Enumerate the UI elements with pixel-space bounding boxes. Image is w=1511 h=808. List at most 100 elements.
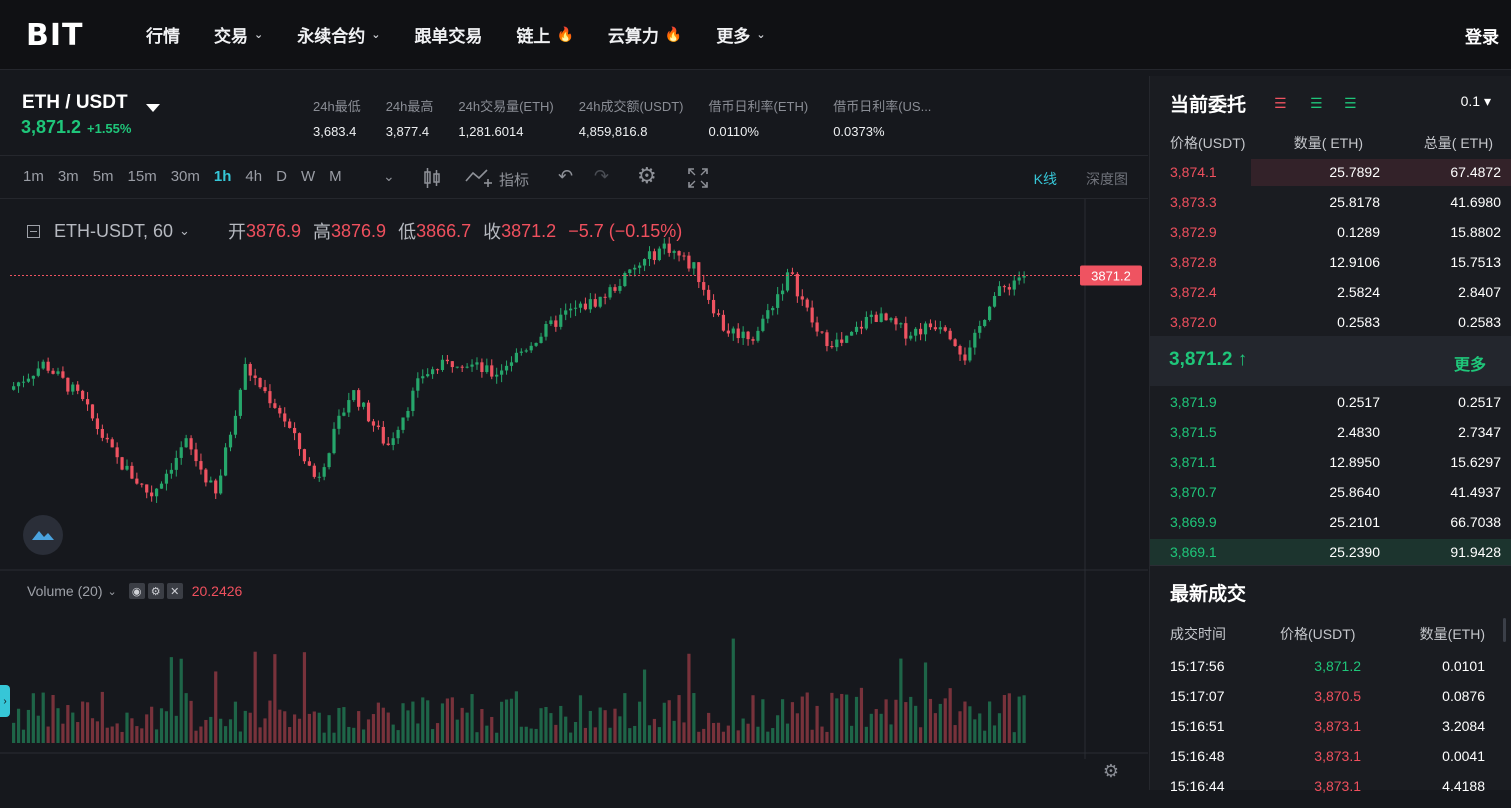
precision-select[interactable]: 0.1 ▾ bbox=[1461, 93, 1491, 110]
depth-view-tab[interactable]: 深度图 bbox=[1086, 171, 1128, 187]
nav-item[interactable]: 链上 🔥 bbox=[516, 22, 573, 47]
candle-body bbox=[248, 364, 252, 376]
bids-only-icon[interactable]: ☰ bbox=[1310, 95, 1323, 111]
order-total: 41.6980 bbox=[1450, 194, 1501, 210]
eye-icon[interactable]: ◉ bbox=[128, 583, 145, 599]
interval-5m[interactable]: 5m bbox=[92, 168, 114, 185]
candle-body bbox=[130, 465, 134, 479]
candle-body bbox=[179, 447, 183, 458]
volume-bar bbox=[864, 726, 868, 743]
interval-1h[interactable]: 1h bbox=[213, 168, 232, 185]
order-total: 0.2517 bbox=[1458, 394, 1501, 410]
asks-only-icon[interactable]: ☰ bbox=[1274, 95, 1287, 111]
collapse-legend-icon[interactable] bbox=[27, 224, 40, 238]
volume-bar bbox=[529, 728, 533, 743]
axis-settings-icon[interactable]: ⚙ bbox=[1103, 761, 1119, 781]
nav-item[interactable]: 云算力 🔥 bbox=[608, 22, 682, 47]
volume-bar bbox=[692, 693, 696, 743]
interval-15m[interactable]: 15m bbox=[127, 168, 157, 185]
settings-icon[interactable]: ⚙ bbox=[637, 163, 657, 188]
candle-body bbox=[578, 303, 583, 308]
brand-logo[interactable]: BIT bbox=[26, 18, 84, 53]
interval-30m[interactable]: 30m bbox=[170, 168, 200, 185]
volume-bar bbox=[711, 722, 716, 743]
settings-icon[interactable]: ⚙ bbox=[147, 583, 164, 599]
expand-sidebar-tab[interactable]: › bbox=[0, 685, 10, 717]
volume-bar bbox=[771, 728, 775, 743]
volume-bar bbox=[100, 691, 104, 743]
nav-item[interactable]: 行情 bbox=[146, 22, 180, 47]
undo-icon[interactable]: ↶ bbox=[558, 166, 574, 186]
bid-row[interactable]: 3,871.1 12.8950 15.6297 bbox=[1150, 447, 1511, 477]
volume-bar bbox=[638, 701, 642, 743]
more-button[interactable]: 更多 bbox=[1453, 357, 1486, 374]
volume-bar bbox=[140, 728, 144, 743]
order-total: 91.9428 bbox=[1450, 544, 1501, 560]
close-icon[interactable]: ✕ bbox=[166, 583, 183, 599]
interval-W[interactable]: W bbox=[300, 168, 316, 185]
chevron-down-icon[interactable]: ⌄ bbox=[383, 168, 395, 184]
pair-name[interactable]: ETH / USDT bbox=[22, 92, 128, 113]
nav-item[interactable]: 跟单交易 bbox=[414, 22, 482, 47]
nav-item[interactable]: 永续合约 ⌄ bbox=[297, 22, 380, 47]
nav-item[interactable]: 更多 ⌄ bbox=[716, 22, 765, 47]
indicators-label[interactable]: 指标 bbox=[499, 172, 530, 189]
nav-item-label: 云算力 bbox=[607, 27, 659, 46]
order-qty: 25.2390 bbox=[1329, 544, 1380, 560]
nav-item-label: 跟单交易 bbox=[414, 27, 483, 46]
interval-4h[interactable]: 4h bbox=[245, 168, 263, 185]
volume-bar bbox=[785, 723, 790, 743]
stat-label: 24h最高 bbox=[385, 99, 434, 114]
both-sides-icon[interactable]: ☰ bbox=[1344, 95, 1357, 111]
volume-chevron-icon[interactable]: ⌄ bbox=[107, 585, 117, 598]
candle-body bbox=[307, 461, 311, 466]
nav-item[interactable]: 交易 ⌄ bbox=[214, 22, 263, 47]
bid-row[interactable]: 3,871.9 0.2517 0.2517 bbox=[1150, 387, 1511, 417]
indicators-icon[interactable] bbox=[464, 167, 494, 189]
legend-chevron-icon[interactable]: ⌄ bbox=[179, 223, 190, 238]
interval-D[interactable]: D bbox=[276, 168, 287, 185]
volume-bar bbox=[61, 723, 65, 743]
price-chart[interactable]: ⚙ 3871.2 ETH-USDT, 60 ⌄ 开 3876.9 高 3876.9 低… bbox=[0, 199, 1148, 790]
bid-row[interactable]: 3,871.5 2.4830 2.7347 bbox=[1150, 417, 1511, 447]
fullscreen-icon[interactable] bbox=[687, 167, 709, 189]
bid-row[interactable]: 3,869.1 25.2390 91.9428 bbox=[1150, 537, 1511, 567]
ask-row[interactable]: 3,872.0 0.2583 0.2583 bbox=[1150, 307, 1511, 337]
order-price: 3,872.4 bbox=[1170, 284, 1217, 300]
volume-bar bbox=[223, 726, 228, 743]
volume-bar bbox=[406, 710, 410, 743]
candle-body bbox=[406, 410, 410, 418]
volume-bar bbox=[795, 713, 799, 743]
candle-body bbox=[297, 433, 302, 450]
interval-3m[interactable]: 3m bbox=[57, 168, 79, 185]
candle-body bbox=[396, 429, 400, 439]
order-total: 15.8802 bbox=[1450, 224, 1501, 240]
candle-body bbox=[918, 328, 923, 335]
volume-bar bbox=[204, 719, 208, 743]
candle-body bbox=[273, 403, 277, 408]
candle-body bbox=[859, 326, 864, 329]
ask-row[interactable]: 3,872.4 2.5824 2.8407 bbox=[1150, 277, 1511, 307]
bid-row[interactable]: 3,869.9 25.2101 66.7038 bbox=[1150, 507, 1511, 537]
ask-row[interactable]: 3,872.8 12.9106 15.7513 bbox=[1150, 247, 1511, 277]
volume-bar bbox=[475, 732, 479, 743]
volume-bar bbox=[500, 701, 504, 743]
volume-bar bbox=[519, 726, 523, 743]
candlestick-chart[interactable]: ⚙ 3871.2 bbox=[0, 199, 1148, 790]
redo-icon[interactable]: ↷ bbox=[594, 166, 610, 186]
candlestick-type-icon[interactable] bbox=[422, 167, 442, 189]
bid-row[interactable]: 3,870.7 25.8640 41.4937 bbox=[1150, 477, 1511, 507]
volume-bar bbox=[189, 700, 193, 743]
tradingview-logo-icon[interactable] bbox=[23, 515, 63, 555]
interval-1m[interactable]: 1m bbox=[23, 168, 44, 185]
kline-view-tab[interactable]: K线 bbox=[1033, 171, 1057, 187]
candle-body bbox=[978, 325, 982, 333]
pair-dropdown-icon[interactable] bbox=[146, 104, 160, 112]
ask-row[interactable]: 3,874.1 25.7892 67.4872 bbox=[1150, 157, 1511, 187]
interval-M[interactable]: M bbox=[329, 168, 342, 185]
candle-body bbox=[357, 390, 361, 407]
login-button[interactable]: 登录 bbox=[1465, 28, 1499, 47]
ask-row[interactable]: 3,872.9 0.1289 15.8802 bbox=[1150, 217, 1511, 247]
trades-scrollbar[interactable] bbox=[1503, 618, 1506, 642]
ask-row[interactable]: 3,873.3 25.8178 41.6980 bbox=[1150, 187, 1511, 217]
